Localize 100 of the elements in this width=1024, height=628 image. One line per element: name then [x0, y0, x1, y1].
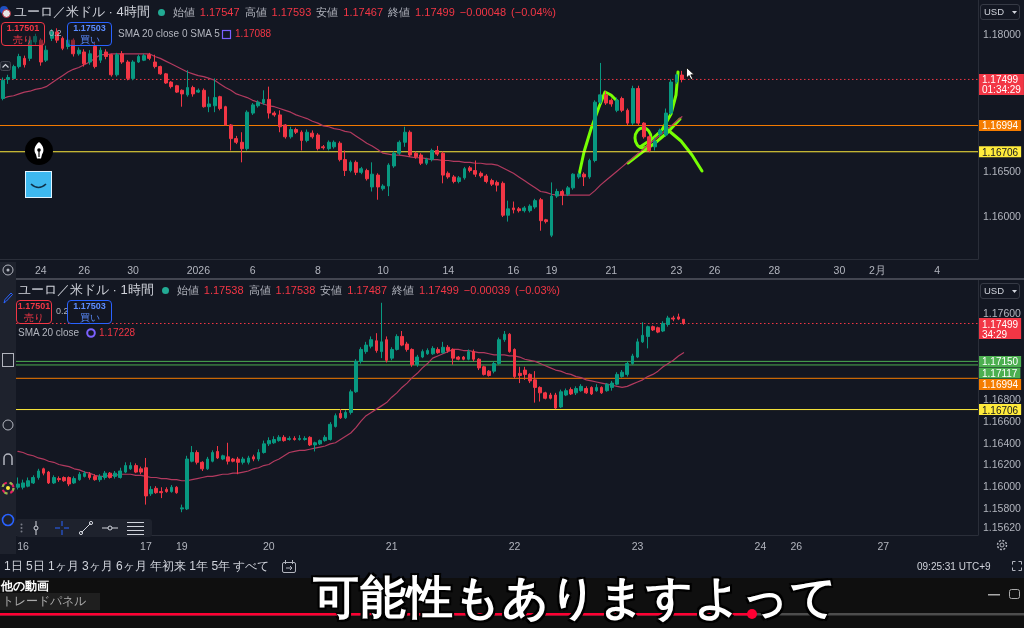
candlestick	[339, 408, 342, 420]
candlestick	[175, 485, 178, 495]
candlestick	[206, 456, 209, 471]
x-tick-label: 26	[78, 263, 91, 276]
candlestick	[426, 347, 429, 356]
x-tick-label: 26	[708, 263, 721, 276]
x-tick-label: 23	[670, 263, 683, 276]
x-tick-label: 30	[833, 263, 846, 276]
candlestick	[421, 348, 424, 359]
annotation: 1.17503	[72, 23, 107, 34]
candlestick	[582, 171, 586, 187]
candlestick	[620, 96, 624, 113]
annotation: 売り	[23, 312, 45, 323]
ref-line-label: 1.17499 01:34:29	[982, 74, 1022, 96]
x-tick-label: 24	[754, 539, 767, 552]
candlestick	[595, 383, 598, 393]
x-tick-label: 14	[442, 263, 455, 276]
candlestick	[308, 435, 312, 447]
candlestick	[137, 54, 140, 64]
candlestick	[513, 347, 516, 380]
candlestick	[77, 46, 81, 57]
candlestick	[211, 449, 214, 463]
x-tick-label: 8	[314, 263, 321, 276]
candlestick	[636, 85, 640, 126]
annotation: 1.17503	[72, 301, 107, 312]
candlestick	[463, 166, 466, 181]
candlestick	[300, 129, 303, 151]
candlestick	[287, 435, 291, 442]
x-tick-label: 2月	[869, 263, 886, 276]
candlestick	[298, 434, 301, 442]
candlestick	[653, 137, 657, 151]
annotation: 0.2	[49, 28, 62, 38]
candlestick	[99, 46, 102, 64]
candlestick	[503, 330, 506, 343]
x-tick-label: 2026	[186, 263, 211, 276]
text: 09:25:31 UTC+9	[917, 561, 991, 572]
x-tick-label: 6	[249, 263, 256, 276]
candlestick	[93, 473, 97, 482]
y-tick-label: 1.18000	[983, 27, 1022, 40]
candlestick	[435, 145, 439, 157]
text: 1日 5日 1ヶ月 3ヶ月 6ヶ月 年初来 1年 5年 すべて	[4, 558, 270, 575]
x-tick-label: 23	[631, 539, 644, 552]
candlestick	[590, 385, 593, 396]
candlestick	[462, 355, 465, 361]
y-tick-label: 1.16400	[983, 436, 1022, 449]
candlestick	[202, 87, 206, 109]
annotation: 1.17088	[235, 28, 272, 40]
candlestick	[218, 95, 222, 111]
candlestick	[191, 85, 195, 98]
x-tick-label: 30	[127, 263, 140, 276]
candlestick	[83, 470, 86, 478]
ref-line-label: 1.17499 34:29	[982, 318, 1019, 340]
x-tick-label: 20	[262, 539, 275, 552]
y-tick-label: 1.16600	[983, 415, 1022, 428]
candlestick	[294, 127, 298, 135]
line-series	[2, 53, 683, 196]
candlestick	[310, 129, 314, 140]
candlestick	[677, 313, 680, 321]
candlestick	[196, 87, 200, 94]
candlestick	[66, 36, 70, 50]
candlestick	[289, 126, 293, 140]
candlestick	[39, 37, 43, 67]
annotation: 1.17501	[17, 301, 51, 312]
candlestick	[262, 89, 265, 106]
candlestick	[88, 49, 92, 66]
currency-dropdown: USD	[980, 283, 1020, 299]
ref-line-label: 1.17117	[982, 367, 1018, 379]
candlestick	[380, 302, 383, 359]
x-tick-label: 28	[768, 263, 781, 276]
x-tick-label: 19	[545, 263, 558, 276]
annotation: 1.17501	[5, 23, 41, 34]
candlestick	[303, 435, 307, 442]
x-tick-label: 10	[377, 263, 390, 276]
candlestick	[247, 455, 250, 465]
candlestick	[403, 126, 407, 148]
candlestick	[282, 434, 286, 443]
x-tick-label: 16	[507, 263, 520, 276]
candlestick	[165, 486, 168, 494]
text: 始値 1.17547 高値 1.17593 安値 1.17467 終値 1.17499 −0.00048 (−0.04%)	[172, 5, 556, 18]
candlestick	[472, 348, 475, 362]
candlestick	[381, 183, 385, 192]
candlestick	[452, 174, 456, 184]
candlestick	[560, 189, 564, 206]
candlestick	[349, 160, 352, 173]
y-tick-label: 1.16800	[983, 393, 1022, 406]
candlestick	[550, 181, 553, 238]
candlestick	[646, 325, 650, 349]
annotation: 売り	[12, 34, 34, 45]
candlestick	[457, 175, 461, 184]
candlestick	[430, 148, 434, 162]
candlestick	[600, 385, 603, 395]
x-tick-label: 26	[790, 539, 803, 552]
candlestick	[517, 206, 521, 213]
candlestick	[425, 157, 428, 166]
candlestick	[147, 52, 151, 61]
candlestick	[88, 471, 91, 481]
candlestick	[47, 470, 50, 485]
line-series	[17, 348, 685, 482]
candlestick	[671, 315, 675, 322]
ref-line-label: 1.17150	[982, 356, 1019, 368]
